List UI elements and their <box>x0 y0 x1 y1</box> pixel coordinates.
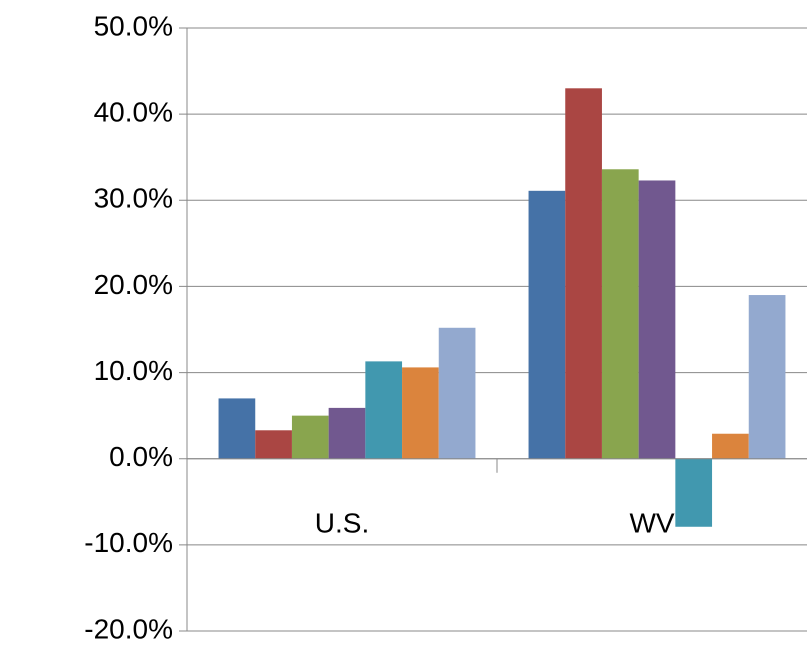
y-tick-label: 40.0% <box>94 97 173 128</box>
bar <box>328 407 366 459</box>
bar <box>601 169 639 459</box>
y-tick-label: 30.0% <box>94 183 173 214</box>
bar <box>402 367 439 459</box>
bar <box>528 190 566 459</box>
bar <box>255 430 292 459</box>
y-tick-label: 10.0% <box>94 355 173 386</box>
bar <box>218 398 256 459</box>
bar <box>565 88 602 459</box>
bar <box>675 458 713 527</box>
bar <box>638 180 676 459</box>
y-tick-label: 50.0% <box>94 10 173 41</box>
y-tick-label: -10.0% <box>84 527 173 558</box>
bar <box>712 433 749 459</box>
y-tick-label: 20.0% <box>94 269 173 300</box>
x-tick-label: U.S. <box>315 507 369 538</box>
y-tick-label: 0.0% <box>109 441 173 472</box>
bar <box>748 295 786 459</box>
bar <box>438 327 476 459</box>
y-tick-label: -20.0% <box>84 613 173 644</box>
x-tick-label: WV <box>629 507 674 538</box>
bar <box>365 361 403 459</box>
bar <box>291 415 329 459</box>
